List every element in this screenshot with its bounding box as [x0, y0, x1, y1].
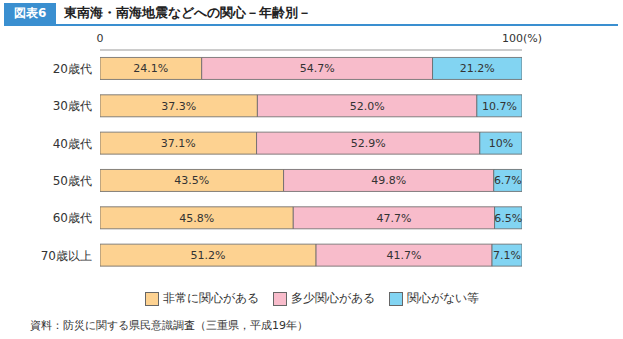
svg-text:10.7%: 10.7% — [482, 100, 517, 113]
svg-text:47.7%: 47.7% — [376, 212, 411, 225]
svg-text:51.2%: 51.2% — [191, 249, 226, 262]
svg-text:21.2%: 21.2% — [460, 62, 495, 75]
svg-text:6.5%: 6.5% — [494, 212, 522, 225]
svg-text:70歳以上: 70歳以上 — [41, 249, 92, 263]
html-text:東南海・南海地震などへの関心－年齢別－: 東南海・南海地震などへの関心－年齢別－ — [64, 5, 312, 20]
svg-text:24.1%: 24.1% — [133, 62, 168, 75]
svg-text:52.0%: 52.0% — [350, 100, 385, 113]
svg-text:7.1%: 7.1% — [493, 249, 521, 262]
svg-text:6.7%: 6.7% — [494, 174, 522, 187]
svg-text:10%: 10% — [489, 137, 513, 150]
svg-text:30歳代: 30歳代 — [53, 99, 92, 113]
svg-text:40歳代: 40歳代 — [53, 137, 92, 151]
svg-text:60歳代: 60歳代 — [53, 211, 92, 225]
svg-text:41.7%: 41.7% — [387, 249, 422, 262]
html-text:資料：防災に関する県民意識調査（三重県，平成19年）: 資料：防災に関する県民意識調査（三重県，平成19年） — [30, 319, 308, 332]
svg-text:45.8%: 45.8% — [179, 212, 214, 225]
svg-text:49.8%: 49.8% — [371, 174, 406, 187]
html-text:図表6: 図表6 — [14, 5, 47, 20]
svg-text:37.1%: 37.1% — [161, 137, 196, 150]
svg-text:100(%): 100(%) — [502, 32, 542, 45]
svg-text:54.7%: 54.7% — [300, 62, 335, 75]
svg-text:0: 0 — [97, 32, 104, 45]
html-text:多少関心がある: 多少関心がある — [290, 291, 375, 305]
svg-text:20歳代: 20歳代 — [53, 62, 92, 76]
html-text:関心がない等: 関心がない等 — [406, 291, 479, 305]
svg-text:43.5%: 43.5% — [174, 174, 209, 187]
html-text:非常に関心がある: 非常に関心がある — [162, 291, 259, 305]
svg-text:50歳代: 50歳代 — [53, 174, 92, 188]
svg-text:37.3%: 37.3% — [161, 100, 196, 113]
svg-text:52.9%: 52.9% — [351, 137, 386, 150]
